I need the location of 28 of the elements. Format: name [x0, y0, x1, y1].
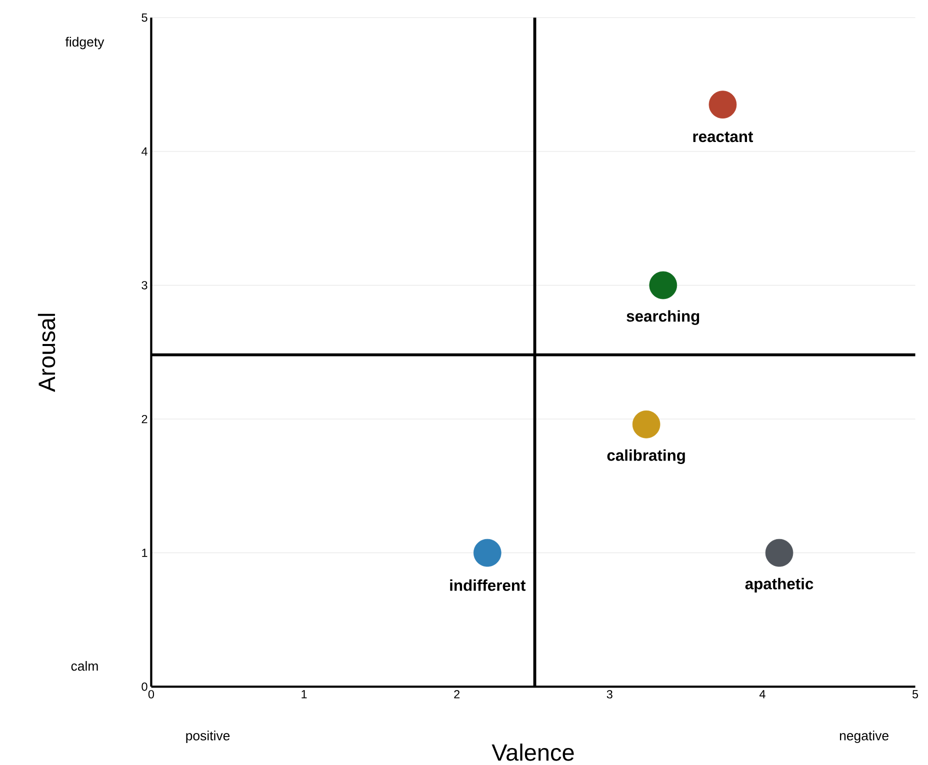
point: [649, 271, 678, 300]
y-tick-label: 2: [142, 414, 148, 424]
y-tick-label: 0: [142, 682, 148, 691]
x-axis-title: Valence: [492, 744, 574, 761]
point: [765, 538, 794, 567]
y-axis-title: Arousal: [38, 314, 56, 392]
point: [473, 538, 502, 567]
series-label: searching: [626, 310, 700, 325]
text: negative: [840, 730, 888, 743]
text: fidgety: [65, 36, 104, 50]
text: calm: [71, 661, 98, 671]
x-tick-label: 4: [759, 690, 766, 698]
x-tick-label: 2: [454, 690, 460, 698]
x-tick-label: 1: [302, 690, 307, 698]
point: [632, 410, 660, 438]
y-tick-label: 5: [142, 14, 148, 22]
y-tick-label: 1: [142, 548, 148, 557]
point: [708, 90, 737, 119]
x-tick-label: 0: [148, 690, 154, 698]
series-label: reactant: [693, 132, 754, 142]
series-label: indifferent: [450, 579, 526, 591]
series-label: apathetic: [745, 578, 814, 592]
x-tick-label: 5: [912, 690, 918, 698]
y-tick-label: 4: [142, 147, 148, 156]
series-label: calibrating: [607, 449, 685, 464]
text: positive: [186, 730, 230, 743]
y-tick-label: 3: [142, 281, 148, 290]
x-tick-label: 3: [606, 690, 612, 698]
